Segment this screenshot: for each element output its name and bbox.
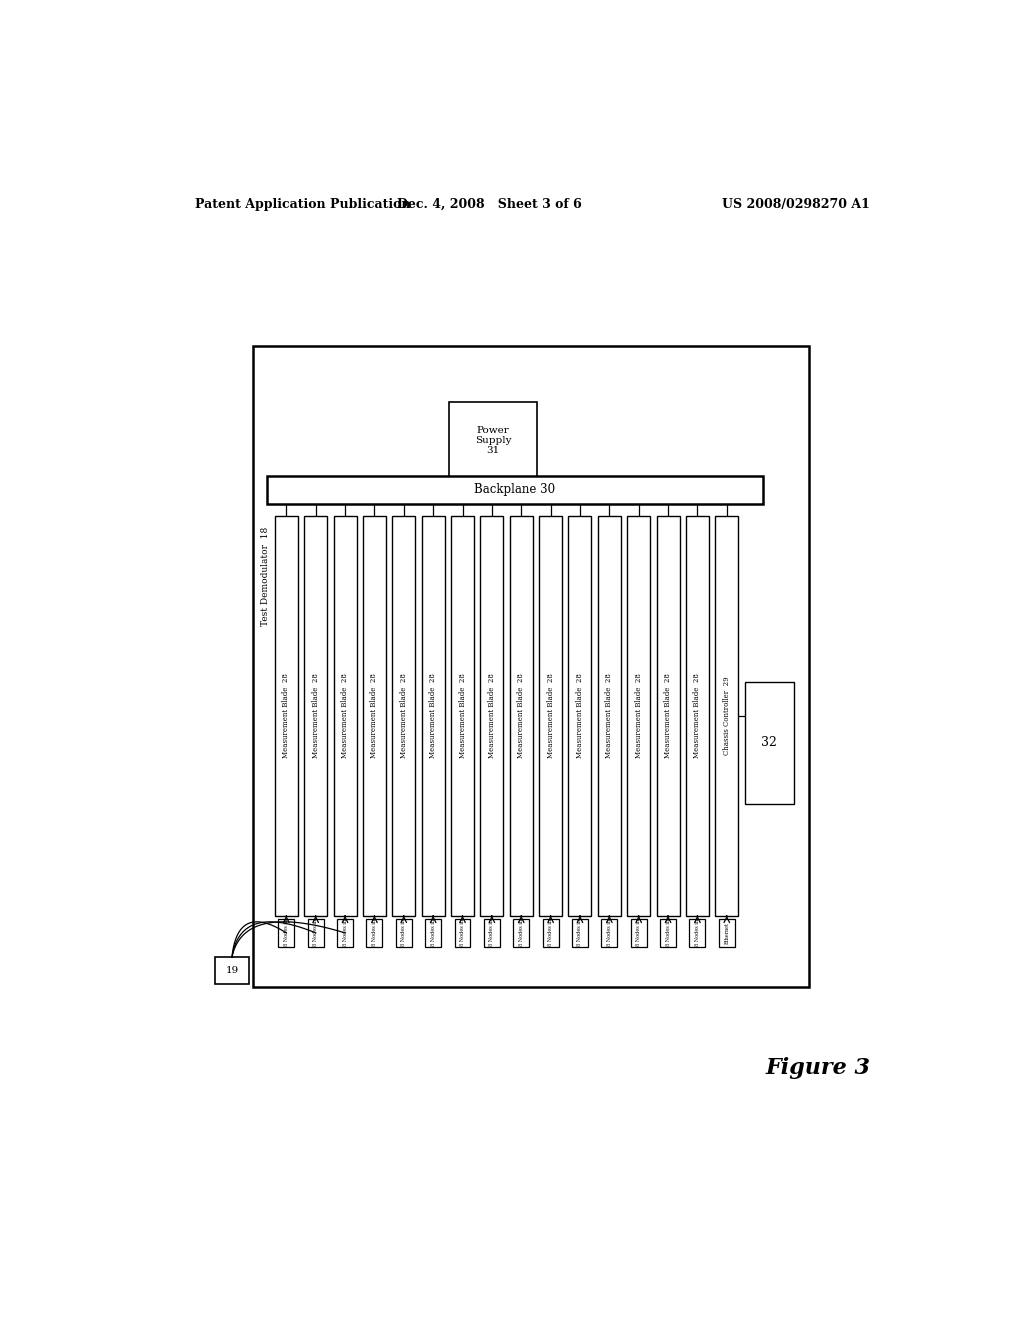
Bar (267, 475, 763, 504)
Text: 8 Nodes in: 8 Nodes in (578, 920, 583, 946)
Text: Measurement Blade  28: Measurement Blade 28 (487, 673, 496, 758)
Text: Measurement Blade  28: Measurement Blade 28 (664, 673, 672, 758)
Text: Measurement Blade  28: Measurement Blade 28 (399, 673, 408, 758)
Bar (396, 919, 412, 948)
Text: 8 Nodes in: 8 Nodes in (284, 920, 289, 946)
Text: Figure 3: Figure 3 (766, 1057, 871, 1078)
Bar (334, 516, 356, 916)
Text: 8 Nodes in: 8 Nodes in (548, 920, 553, 946)
Bar (484, 919, 500, 948)
Bar (480, 516, 504, 916)
Bar (686, 516, 709, 916)
Text: 8 Nodes in: 8 Nodes in (666, 920, 671, 946)
Bar (572, 919, 588, 948)
Bar (274, 516, 298, 916)
Bar (660, 919, 676, 948)
Text: 8 Nodes in: 8 Nodes in (343, 920, 347, 946)
Text: Measurement Blade  28: Measurement Blade 28 (547, 673, 555, 758)
Text: Measurement Blade  28: Measurement Blade 28 (311, 673, 319, 758)
Text: Patent Application Publication: Patent Application Publication (196, 198, 411, 211)
Bar (450, 403, 537, 479)
Text: Power
Supply
31: Power Supply 31 (475, 425, 511, 455)
Text: 8 Nodes in: 8 Nodes in (519, 920, 523, 946)
Text: Chassis Controller  29: Chassis Controller 29 (723, 677, 731, 755)
Text: Test Demodulator  18: Test Demodulator 18 (261, 527, 270, 626)
Text: Backplane 30: Backplane 30 (474, 483, 555, 496)
Text: 8 Nodes in: 8 Nodes in (489, 920, 495, 946)
Text: Measurement Blade  28: Measurement Blade 28 (605, 673, 613, 758)
Bar (451, 516, 474, 916)
Bar (598, 516, 621, 916)
Text: Measurement Blade  28: Measurement Blade 28 (517, 673, 525, 758)
Text: 19: 19 (225, 966, 239, 975)
Bar (744, 682, 794, 804)
Text: Measurement Blade  28: Measurement Blade 28 (459, 673, 467, 758)
Bar (367, 919, 382, 948)
Text: 8 Nodes in: 8 Nodes in (313, 920, 318, 946)
Bar (689, 919, 706, 948)
Text: 8 Nodes in: 8 Nodes in (401, 920, 407, 946)
Bar (631, 919, 646, 948)
Text: Measurement Blade  28: Measurement Blade 28 (635, 673, 643, 758)
Text: 8 Nodes in: 8 Nodes in (695, 920, 700, 946)
Text: Measurement Blade  28: Measurement Blade 28 (575, 673, 584, 758)
Bar (392, 516, 416, 916)
Text: Measurement Blade  28: Measurement Blade 28 (341, 673, 349, 758)
Text: 8 Nodes in: 8 Nodes in (431, 920, 435, 946)
Text: Dec. 4, 2008   Sheet 3 of 6: Dec. 4, 2008 Sheet 3 of 6 (396, 198, 582, 211)
Bar (719, 919, 734, 948)
Text: Ethernet: Ethernet (724, 921, 729, 944)
Text: 8 Nodes in: 8 Nodes in (460, 920, 465, 946)
Bar (425, 919, 441, 948)
Bar (656, 516, 680, 916)
Bar (455, 919, 470, 948)
Bar (627, 516, 650, 916)
Text: 8 Nodes in: 8 Nodes in (607, 920, 611, 946)
Bar (513, 919, 529, 948)
Bar (337, 919, 353, 948)
Text: Measurement Blade  28: Measurement Blade 28 (693, 673, 701, 758)
Bar (715, 516, 738, 916)
Bar (422, 516, 444, 916)
Bar (568, 516, 592, 916)
Bar (601, 919, 617, 948)
Text: Measurement Blade  28: Measurement Blade 28 (283, 673, 291, 758)
Text: US 2008/0298270 A1: US 2008/0298270 A1 (722, 198, 870, 211)
Bar (510, 516, 532, 916)
Text: 8 Nodes in: 8 Nodes in (372, 920, 377, 946)
Bar (253, 346, 809, 987)
Text: Measurement Blade  28: Measurement Blade 28 (429, 673, 437, 758)
Text: 32: 32 (761, 737, 777, 750)
Bar (304, 516, 328, 916)
Bar (215, 957, 249, 983)
Bar (279, 919, 294, 948)
Bar (543, 919, 558, 948)
Text: Measurement Blade  28: Measurement Blade 28 (371, 673, 379, 758)
Bar (539, 516, 562, 916)
Text: 8 Nodes in: 8 Nodes in (636, 920, 641, 946)
Bar (362, 516, 386, 916)
Bar (308, 919, 324, 948)
